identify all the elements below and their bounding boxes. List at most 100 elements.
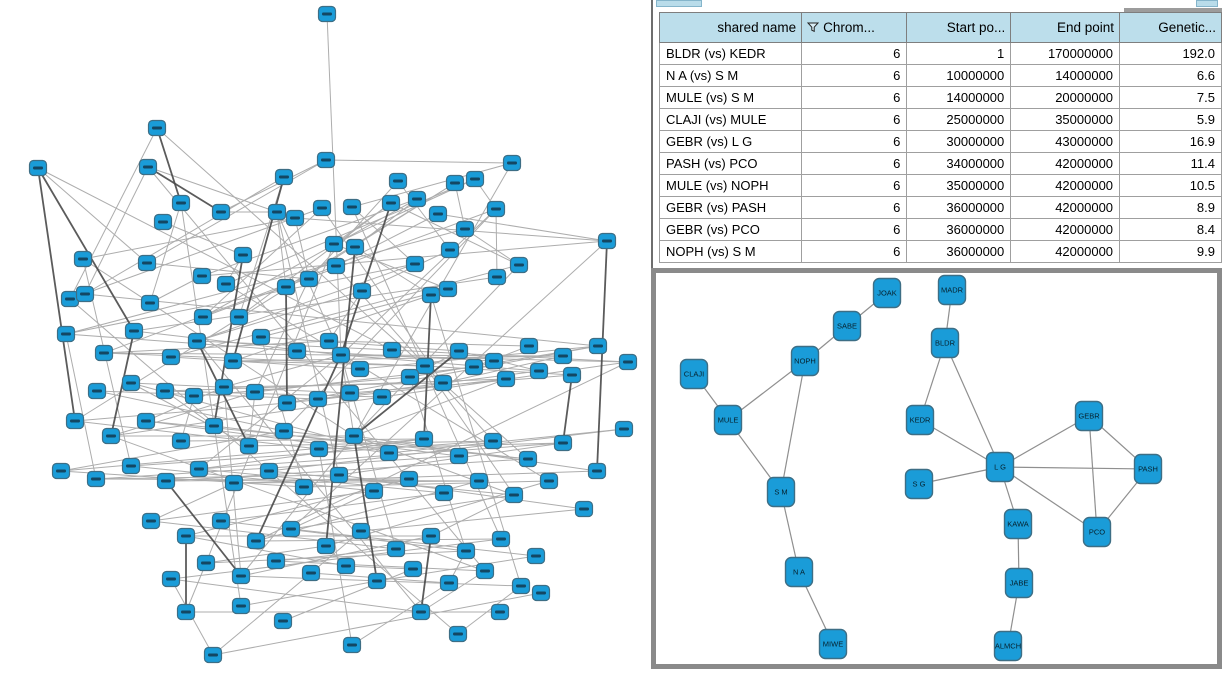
- node-BLDR[interactable]: BLDR: [930, 327, 960, 359]
- network-node[interactable]: [511, 577, 531, 595]
- node-CLAJI[interactable]: CLAJI: [679, 358, 709, 390]
- network-edge[interactable]: [333, 202, 392, 245]
- network-node[interactable]: [518, 450, 538, 468]
- network-node[interactable]: [411, 603, 431, 621]
- network-edge[interactable]: [430, 494, 515, 537]
- network-edge[interactable]: [103, 340, 330, 354]
- network-edge[interactable]: [340, 354, 540, 372]
- network-node[interactable]: [156, 472, 176, 490]
- node-JABE[interactable]: JABE: [1004, 567, 1034, 599]
- network-edge[interactable]: [420, 570, 486, 613]
- network-node[interactable]: [326, 257, 346, 275]
- network-node[interactable]: [487, 268, 507, 286]
- network-node[interactable]: [267, 203, 287, 221]
- network-node[interactable]: [382, 341, 402, 359]
- network-edge[interactable]: [321, 207, 444, 384]
- network-edge[interactable]: [74, 420, 320, 450]
- network-edge[interactable]: [290, 490, 375, 530]
- network-node[interactable]: [171, 432, 191, 450]
- node-PCO[interactable]: PCO: [1082, 516, 1112, 548]
- column-header-4[interactable]: Genetic...: [1119, 12, 1222, 43]
- network-node[interactable]: [336, 557, 356, 575]
- network-edge[interactable]: [276, 211, 340, 476]
- network-edge[interactable]: [290, 528, 537, 557]
- network-edge[interactable]: [390, 202, 520, 266]
- node-KAWA[interactable]: KAWA: [1003, 508, 1033, 540]
- network-edge[interactable]: [212, 572, 312, 656]
- network-node[interactable]: [28, 159, 48, 177]
- network-edge[interactable]: [255, 538, 502, 542]
- network-node[interactable]: [491, 530, 511, 548]
- network-edge[interactable]: [147, 166, 486, 572]
- network-node[interactable]: [421, 286, 441, 304]
- column-header-1[interactable]: Chrom...: [801, 12, 908, 43]
- network-node[interactable]: [562, 366, 582, 384]
- network-edge[interactable]: [409, 376, 467, 552]
- network-edge[interactable]: [202, 207, 323, 318]
- network-node[interactable]: [229, 308, 249, 326]
- network-edge[interactable]: [325, 159, 513, 164]
- network-node[interactable]: [379, 444, 399, 462]
- network-edge[interactable]: [165, 480, 242, 577]
- network-edge[interactable]: [156, 127, 182, 204]
- network-node[interactable]: [211, 512, 231, 530]
- network-edge[interactable]: [84, 166, 149, 295]
- node-PASH[interactable]: PASH: [1133, 453, 1163, 485]
- node-MIWE[interactable]: MIWE: [818, 628, 848, 660]
- network-edge[interactable]: [205, 545, 327, 564]
- network-node[interactable]: [245, 383, 265, 401]
- network-node[interactable]: [75, 285, 95, 303]
- network-node[interactable]: [597, 232, 617, 250]
- network-node[interactable]: [455, 220, 475, 238]
- table-row[interactable]: BLDR (vs) KEDR 6 1 170000000 192.0: [658, 42, 1222, 65]
- network-node[interactable]: [124, 322, 144, 340]
- network-node[interactable]: [324, 235, 344, 253]
- network-node[interactable]: [136, 412, 156, 430]
- network-edge[interactable]: [345, 565, 414, 570]
- network-edge[interactable]: [170, 538, 502, 580]
- network-node[interactable]: [276, 278, 296, 296]
- node-NA[interactable]: N A: [784, 556, 814, 588]
- network-node[interactable]: [309, 440, 329, 458]
- network-node[interactable]: [352, 282, 372, 300]
- table-row[interactable]: CLAJI (vs) MULE 6 25000000 35000000 5.9: [658, 108, 1222, 131]
- network-node[interactable]: [433, 374, 453, 392]
- network-edge[interactable]: [205, 550, 467, 564]
- network-node[interactable]: [553, 434, 573, 452]
- network-overview-canvas[interactable]: [0, 0, 651, 669]
- network-node[interactable]: [449, 342, 469, 360]
- scrollbar-fragment-right[interactable]: [1196, 0, 1218, 7]
- network-edge[interactable]: [361, 249, 451, 292]
- network-node[interactable]: [317, 5, 337, 23]
- network-node[interactable]: [184, 387, 204, 405]
- network-node[interactable]: [193, 308, 213, 326]
- network-edge[interactable]: [185, 562, 207, 613]
- network-edge[interactable]: [198, 354, 342, 470]
- node-SG[interactable]: S G: [904, 468, 934, 500]
- network-node[interactable]: [277, 394, 297, 412]
- network-edge[interactable]: [340, 202, 392, 356]
- network-node[interactable]: [308, 390, 328, 408]
- network-edge[interactable]: [464, 228, 520, 266]
- scrollbar-fragment-left[interactable]: [656, 0, 702, 7]
- network-node[interactable]: [439, 574, 459, 592]
- network-edge[interactable]: [37, 167, 135, 332]
- network-edge[interactable]: [495, 208, 498, 278]
- network-node[interactable]: [266, 552, 286, 570]
- network-edge[interactable]: [110, 396, 383, 437]
- network-edge[interactable]: [147, 166, 278, 213]
- network-node[interactable]: [465, 170, 485, 188]
- node-SABE[interactable]: SABE: [832, 310, 862, 342]
- network-node[interactable]: [56, 325, 76, 343]
- table-row[interactable]: GEBR (vs) PASH 6 36000000 42000000 8.9: [658, 196, 1222, 219]
- network-edge[interactable]: [156, 127, 529, 460]
- network-edge[interactable]: [326, 13, 342, 356]
- network-edge[interactable]: [275, 560, 486, 572]
- network-node[interactable]: [121, 457, 141, 475]
- network-node[interactable]: [161, 348, 181, 366]
- network-edge[interactable]: [353, 435, 378, 582]
- network-node[interactable]: [403, 560, 423, 578]
- network-node[interactable]: [87, 382, 107, 400]
- network-node[interactable]: [475, 562, 495, 580]
- network-node[interactable]: [281, 520, 301, 538]
